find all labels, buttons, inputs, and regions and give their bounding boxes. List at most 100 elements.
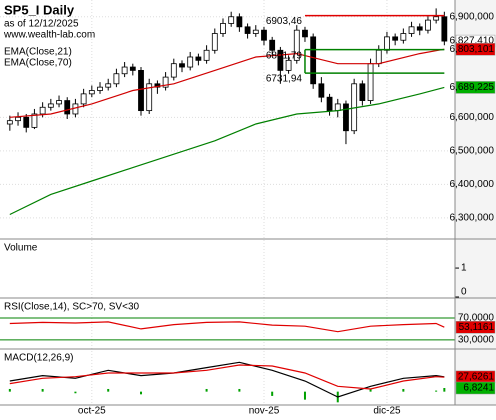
histogram-bar	[140, 391, 143, 395]
level-label: 6801,79	[266, 50, 303, 61]
candle-body	[39, 106, 46, 115]
candle-body	[293, 29, 300, 61]
candle-body	[400, 33, 407, 41]
y-tick-label: 0	[461, 287, 467, 298]
candle-body	[441, 16, 448, 42]
candle-body	[375, 49, 382, 65]
candle-body	[408, 26, 415, 34]
candle-body	[252, 29, 259, 34]
candle-body	[228, 16, 235, 24]
histogram-bar	[238, 388, 241, 392]
candle-body	[416, 26, 423, 31]
price-tag-label: 53,1161	[459, 322, 495, 333]
pane-title: MACD(12,26,9)	[4, 353, 73, 364]
candle-body	[334, 103, 341, 112]
candle-body	[359, 83, 366, 101]
y-tick-label: 6,900,000	[450, 11, 495, 22]
candle-body	[236, 16, 243, 28]
price-tag-label: 6,689,225	[450, 82, 495, 93]
candle-body	[121, 66, 128, 75]
level-label: 6903,46	[266, 16, 303, 27]
x-tick-label: oct-25	[78, 406, 106, 417]
legend-entry: EMA(Close,70)	[4, 58, 72, 69]
ema-line	[9, 48, 445, 118]
x-tick-label: nov-25	[249, 406, 280, 417]
price-tag	[455, 320, 496, 334]
candle-body	[88, 90, 95, 95]
candle-body	[23, 116, 30, 128]
candle-body	[195, 56, 202, 61]
histogram-bar	[205, 388, 208, 392]
candle-body	[425, 19, 431, 31]
candle-body	[203, 49, 210, 61]
indicator-line	[9, 321, 445, 333]
candle-body	[80, 93, 87, 105]
histogram-bar	[107, 388, 110, 392]
subtitle: as of 12/12/2025	[4, 19, 79, 30]
histogram-bar	[271, 391, 274, 396]
candle-body	[129, 66, 136, 71]
candle-body	[367, 63, 374, 101]
candle-body	[326, 96, 333, 112]
candle-body	[433, 16, 440, 21]
candle-body	[179, 63, 185, 68]
pane-title: Volume	[4, 243, 38, 254]
candle-body	[211, 33, 218, 51]
candle-body	[97, 86, 103, 91]
candle-body	[113, 73, 120, 85]
ema-line	[9, 86, 445, 216]
candle-body	[138, 69, 144, 112]
y-tick-label: 1	[461, 263, 467, 274]
histogram-bar	[435, 390, 438, 392]
candle-body	[244, 26, 251, 34]
y-tick-label: 6,600,000	[450, 112, 495, 123]
chart-title: SP5_I Daily	[4, 2, 75, 17]
candle-body	[31, 113, 38, 128]
candle-body	[146, 83, 153, 112]
candle-body	[269, 39, 276, 51]
candle-body	[162, 76, 169, 88]
price-tag-label: 27,6261	[458, 372, 495, 383]
price-tag	[455, 42, 496, 56]
candle-body	[105, 83, 112, 88]
candle-body	[15, 116, 21, 122]
histogram-bar	[443, 388, 446, 392]
price-tag-label: 6,827,410	[450, 36, 495, 47]
level-label: 6731,94	[266, 74, 303, 85]
y-tick-label: 70,0000	[458, 313, 495, 324]
candle-body	[285, 59, 292, 71]
candle-body	[384, 36, 390, 51]
candle-body	[64, 100, 71, 115]
candle-body	[310, 36, 317, 85]
candle-body	[261, 29, 267, 41]
x-tick-label: dic-25	[373, 406, 401, 417]
y-tick-label: 6,400,000	[450, 179, 495, 190]
price-tag-label: 6,8241	[463, 383, 494, 394]
candle-body	[277, 49, 284, 71]
candle-body	[56, 100, 62, 105]
y-tick-label: 6,300,000	[450, 213, 495, 224]
histogram-bar	[402, 388, 405, 392]
candle-body	[170, 63, 177, 78]
candle-body	[220, 23, 226, 34]
candle-body	[6, 120, 13, 125]
candle-body	[392, 36, 399, 41]
histogram-bar	[74, 391, 77, 394]
price-tag-label: 6,803,101	[450, 44, 495, 55]
source: www.wealth-lab.com	[3, 30, 95, 41]
candle-body	[47, 103, 54, 108]
legend-entry: EMA(Close,21)	[4, 47, 72, 58]
price-tag	[455, 81, 496, 94]
histogram-bar	[303, 391, 306, 400]
histogram-bar	[369, 388, 372, 392]
histogram-bar	[8, 388, 11, 392]
y-tick-label: 6,500,000	[450, 145, 495, 156]
histogram-bar	[41, 388, 44, 392]
candle-body	[343, 103, 349, 132]
indicator-line	[9, 364, 445, 390]
y-tick-label: 30,0000	[458, 334, 495, 345]
candle-body	[318, 83, 325, 98]
price-tag	[455, 381, 496, 395]
